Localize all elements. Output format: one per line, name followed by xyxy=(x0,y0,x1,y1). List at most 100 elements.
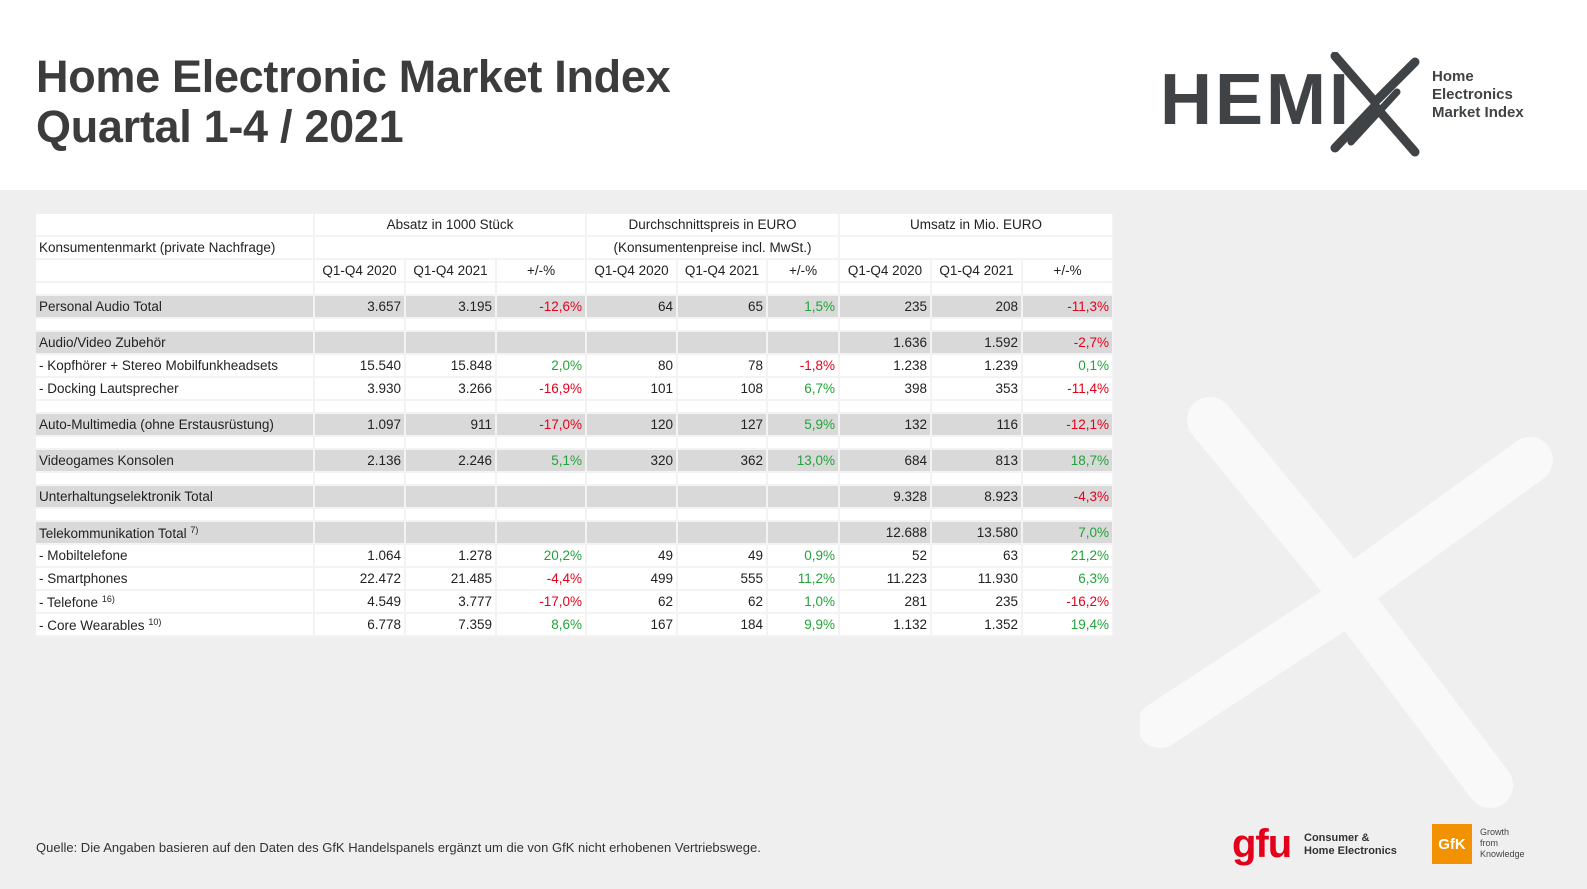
spacer-cell xyxy=(406,319,497,332)
value-cell: 9.328 xyxy=(840,486,933,509)
spacer-cell xyxy=(768,473,841,486)
value-cell: 49 xyxy=(587,545,679,568)
spacer-cell xyxy=(768,509,841,522)
gfk-line-3: Knowledge xyxy=(1480,849,1525,859)
change-cell xyxy=(497,522,588,545)
column-header-row: Q1-Q4 2020 Q1-Q4 2021 +/-% Q1-Q4 2020 Q1-Q4 … xyxy=(36,260,1115,283)
value-cell: 13.580 xyxy=(932,522,1024,545)
subheader-row: Konsumentenmarkt (private Nachfrage) (Ko… xyxy=(36,237,1115,260)
spacer-cell xyxy=(315,319,406,332)
spacer-row xyxy=(36,509,1115,522)
value-cell: 167 xyxy=(587,614,679,637)
table-row: Videogames Konsolen 2.136 2.246 5,1% 320 362 1… xyxy=(36,450,1115,473)
change-cell xyxy=(768,522,841,545)
value-cell xyxy=(587,486,679,509)
market-data-table: Absatz in 1000 Stück Durchschnittspreis … xyxy=(36,214,1115,637)
group-header-umsatz: Umsatz in Mio. EURO xyxy=(840,214,1115,237)
footnote-marker: 16) xyxy=(101,593,115,604)
row-label-text: - Smartphones xyxy=(39,571,128,586)
value-cell: 132 xyxy=(840,414,933,437)
spacer-cell xyxy=(840,473,933,486)
spacer-cell xyxy=(315,401,406,414)
row-label-text: - Telefone xyxy=(39,594,99,610)
hemix-logo: HEMI Home Electronics Market Index xyxy=(1160,52,1540,162)
spacer-cell xyxy=(840,509,933,522)
group-header-absatz: Absatz in 1000 Stück xyxy=(315,214,588,237)
row-label-text: Personal Audio Total xyxy=(39,299,162,314)
change-cell: 5,1% xyxy=(497,450,588,473)
value-cell: 127 xyxy=(678,414,769,437)
table-row: Auto-Multimedia (ohne Erstausrüstung) 1.0… xyxy=(36,414,1115,437)
change-cell xyxy=(768,486,841,509)
row-label: Unterhaltungselektronik Total xyxy=(36,486,315,509)
spacer-cell xyxy=(587,319,679,332)
value-cell: 52 xyxy=(840,545,933,568)
empty-cell xyxy=(840,237,1115,260)
change-cell: 2,0% xyxy=(497,355,588,378)
value-cell: 65 xyxy=(678,296,769,319)
table-row: - Smartphones 22.472 21.485 -4,4% 499 555 11,2… xyxy=(36,568,1115,591)
table-row: - Kopfhörer + Stereo Mobilfunkheadsets 15… xyxy=(36,355,1115,378)
column-header: Q1-Q4 2021 xyxy=(678,260,769,283)
spacer-cell xyxy=(1023,437,1115,450)
spacer-cell xyxy=(932,473,1024,486)
column-header: Q1-Q4 2021 xyxy=(932,260,1024,283)
spacer-cell xyxy=(497,437,588,450)
column-header: +/-% xyxy=(497,260,588,283)
value-cell: 6.778 xyxy=(315,614,406,637)
spacer-cell xyxy=(1023,509,1115,522)
value-cell: 1.352 xyxy=(932,614,1024,637)
price-note: (Konsumentenpreise incl. MwSt.) xyxy=(587,237,841,260)
change-cell: -12,6% xyxy=(497,296,588,319)
value-cell: 78 xyxy=(678,355,769,378)
value-cell: 1.636 xyxy=(840,332,933,355)
spacer-cell xyxy=(587,401,679,414)
value-cell: 3.195 xyxy=(406,296,497,319)
gfk-logo-mark: GfK xyxy=(1432,824,1472,864)
value-cell xyxy=(587,522,679,545)
gfu-line-2: Home Electronics xyxy=(1304,845,1397,857)
market-label: Konsumentenmarkt (private Nachfrage) xyxy=(36,237,315,260)
change-cell: -4,3% xyxy=(1023,486,1115,509)
change-cell: 0,9% xyxy=(768,545,841,568)
change-cell xyxy=(497,486,588,509)
value-cell: 3.266 xyxy=(406,378,497,401)
spacer-cell xyxy=(768,319,841,332)
change-cell: -2,7% xyxy=(1023,332,1115,355)
value-cell: 2.246 xyxy=(406,450,497,473)
value-cell: 63 xyxy=(932,545,1024,568)
value-cell: 101 xyxy=(587,378,679,401)
row-label-text: Auto-Multimedia (ohne Erstausrüstung) xyxy=(39,417,274,432)
spacer-cell xyxy=(840,283,933,296)
change-cell: 0,1% xyxy=(1023,355,1115,378)
row-label-text: Unterhaltungselektronik Total xyxy=(39,489,213,504)
value-cell: 22.472 xyxy=(315,568,406,591)
value-cell: 398 xyxy=(840,378,933,401)
spacer-cell xyxy=(497,319,588,332)
column-header: Q1-Q4 2020 xyxy=(315,260,406,283)
hemix-logo-subtitle: Home Electronics Market Index xyxy=(1432,68,1524,122)
change-cell: -1,8% xyxy=(768,355,841,378)
value-cell: 208 xyxy=(932,296,1024,319)
value-cell: 911 xyxy=(406,414,497,437)
value-cell: 1.238 xyxy=(840,355,933,378)
value-cell: 21.485 xyxy=(406,568,497,591)
row-label: Videogames Konsolen xyxy=(36,450,315,473)
row-label-text: Videogames Konsolen xyxy=(39,453,174,468)
value-cell: 11.223 xyxy=(840,568,933,591)
spacer-cell xyxy=(36,401,315,414)
value-cell: 3.777 xyxy=(406,591,497,614)
value-cell: 15.848 xyxy=(406,355,497,378)
spacer-cell xyxy=(36,319,315,332)
value-cell: 3.657 xyxy=(315,296,406,319)
empty-cell xyxy=(36,260,315,283)
row-label: Personal Audio Total xyxy=(36,296,315,319)
empty-cell xyxy=(36,214,315,237)
hemix-logo-word: HEMI xyxy=(1160,60,1352,140)
value-cell xyxy=(406,486,497,509)
value-cell: 80 xyxy=(587,355,679,378)
spacer-cell xyxy=(932,437,1024,450)
spacer-cell xyxy=(406,473,497,486)
spacer-cell xyxy=(678,401,769,414)
spacer-cell xyxy=(678,437,769,450)
